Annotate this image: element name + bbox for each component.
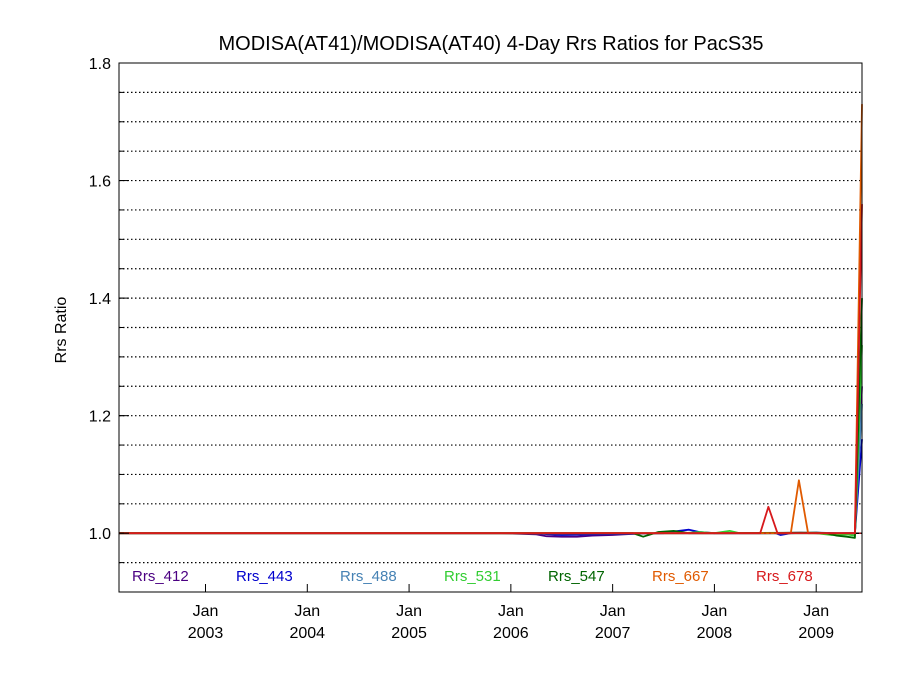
x-tick-year: 2008 <box>697 625 733 642</box>
x-tick-month: Jan <box>498 603 524 620</box>
x-tick-month: Jan <box>294 603 320 620</box>
x-tick-year: 2003 <box>188 625 224 642</box>
plot-frame <box>118 62 863 593</box>
x-tick-month: Jan <box>193 603 219 620</box>
grid-lines <box>119 91 862 564</box>
y-tick-label: 1.0 <box>89 526 111 543</box>
legend-item-rrs-547: Rrs_547 <box>548 568 605 585</box>
x-tick-month: Jan <box>803 603 829 620</box>
series-line-rrs-667 <box>119 104 863 535</box>
series-lines <box>119 104 863 539</box>
series-line-rrs-678 <box>119 204 863 535</box>
x-axis: Jan 2003 Jan 2004 Jan 2005 Jan 2006 Jan 2007 Jan 20… <box>188 584 834 642</box>
x-tick-month: Jan <box>600 603 626 620</box>
y-tick-label: 1.4 <box>89 291 111 308</box>
x-tick-year: 2004 <box>289 625 325 642</box>
series-line-rrs-412 <box>119 386 863 538</box>
x-tick-year: 2007 <box>595 625 631 642</box>
y-axis: 1.0 1.2 1.4 1.6 1.8 <box>89 56 129 564</box>
x-tick-month: Jan <box>702 603 728 620</box>
x-tick-month: Jan <box>396 603 422 620</box>
x-tick-year: 2009 <box>798 625 834 642</box>
series-line-rrs-443 <box>119 439 863 536</box>
legend-item-rrs-678: Rrs_678 <box>756 568 813 585</box>
y-tick-label: 1.8 <box>89 56 111 73</box>
series-line-rrs-488 <box>119 403 863 536</box>
x-tick-year: 2005 <box>391 625 427 642</box>
y-axis-label: Rrs Ratio <box>53 297 70 364</box>
legend-item-rrs-412: Rrs_412 <box>132 568 189 585</box>
y-tick-label: 1.2 <box>89 409 111 426</box>
y-tick-label: 1.6 <box>89 174 111 191</box>
legend: Rrs_412 Rrs_443 Rrs_488 Rrs_531 Rrs_547 Rrs_6… <box>132 568 813 585</box>
plot-border <box>118 62 863 593</box>
legend-item-rrs-443: Rrs_443 <box>236 568 293 585</box>
series-line-rrs-547 <box>119 298 863 539</box>
legend-item-rrs-488: Rrs_488 <box>340 568 397 585</box>
chart-title: MODISA(AT41)/MODISA(AT40) 4-Day Rrs Rati… <box>219 33 764 55</box>
legend-item-rrs-667: Rrs_667 <box>652 568 709 585</box>
x-tick-year: 2006 <box>493 625 529 642</box>
series-line-rrs-531 <box>119 345 863 537</box>
legend-item-rrs-531: Rrs_531 <box>444 568 501 585</box>
